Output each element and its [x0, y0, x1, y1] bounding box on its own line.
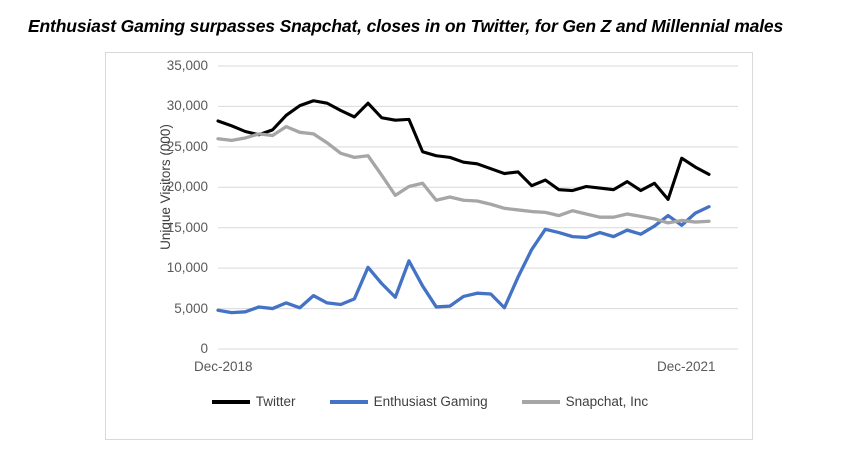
legend-color-swatch [521, 399, 560, 404]
legend-item[interactable]: Enthusiast Gaming [329, 394, 488, 409]
data-series-group [216, 99, 711, 315]
page-title: Enthusiast Gaming surpasses Snapchat, cl… [28, 16, 784, 36]
legend-label: Enthusiast Gaming [373, 394, 488, 409]
line-chart-svg [216, 65, 738, 350]
y-tick-label: 30,000 [166, 98, 208, 114]
series-line [216, 205, 711, 315]
legend-color-swatch [329, 399, 368, 404]
y-tick-label: 25,000 [166, 138, 208, 154]
chart-container: Unique Visitors (000) 35,000 30,000 25,000… [105, 52, 753, 440]
gridlines [218, 65, 738, 350]
y-tick-label: 0 [200, 341, 208, 356]
legend-item[interactable]: Snapchat, Inc [521, 394, 649, 409]
legend-color-swatch [211, 399, 250, 404]
y-tick-label: 15,000 [166, 219, 208, 235]
x-tick-label: Dec-2018 [194, 359, 253, 374]
legend-label: Snapchat, Inc [565, 394, 649, 409]
y-tick-label: 10,000 [166, 260, 208, 276]
y-tick-label: 35,000 [166, 58, 208, 73]
legend-item[interactable]: Twitter [211, 394, 296, 409]
chart-legend: Twitter Enthusiast Gaming Snapchat, Inc [106, 394, 754, 409]
y-tick-label: 5,000 [174, 300, 208, 316]
series-line [216, 99, 711, 201]
plot-area: Unique Visitors (000) 35,000 30,000 25,000… [106, 53, 754, 441]
legend-label: Twitter [255, 394, 296, 409]
y-tick-label: 20,000 [166, 179, 208, 195]
series-line [216, 124, 711, 225]
x-tick-label: Dec-2021 [657, 359, 716, 374]
